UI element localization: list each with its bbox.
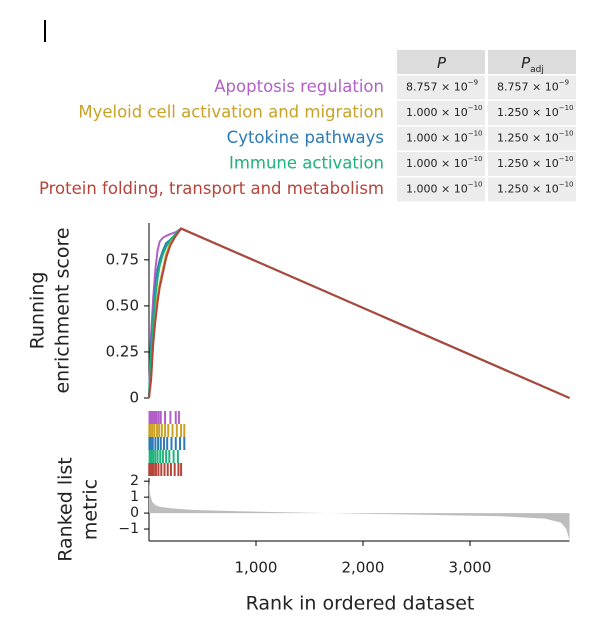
exponent: −10 (468, 104, 483, 112)
header-main: P (521, 54, 531, 72)
y-tick-label: 0 (130, 505, 139, 521)
mantissa: 1.250 × 10 (497, 106, 559, 119)
table-value: 1.250 × 10−10 (497, 104, 573, 119)
x-tick-label: 2,000 (342, 559, 385, 577)
table-cell (397, 50, 485, 74)
table-cell (488, 50, 576, 74)
mantissa: 1.000 × 10 (406, 106, 468, 119)
x-tick-label: 1,000 (235, 559, 278, 577)
table-value: 8.757 × 10−9 (406, 79, 478, 94)
table-value: 1.000 × 10−10 (406, 155, 482, 170)
y-tick-label: 0.75 (106, 250, 139, 268)
table-cell (397, 101, 485, 125)
row-label: Apoptosis regulation (214, 77, 384, 96)
exponent: −10 (559, 181, 574, 189)
table-cell (397, 75, 485, 100)
table-value: 1.250 × 10−10 (497, 130, 573, 145)
mantissa: 8.757 × 10 (497, 81, 559, 94)
y-axis-label: metric (80, 479, 102, 540)
exponent: −10 (559, 104, 574, 112)
exponent: −9 (559, 79, 569, 87)
y-tick-label: 0.50 (106, 296, 139, 314)
row-label: Immune activation (229, 154, 384, 173)
mantissa: 1.000 × 10 (406, 157, 468, 170)
exponent: −10 (559, 155, 574, 163)
table-cell (488, 152, 576, 176)
x-tick-label: 3,000 (449, 559, 492, 577)
table-value: 1.000 × 10−10 (406, 130, 482, 145)
table-cell (488, 177, 576, 202)
table-value: 1.000 × 10−10 (406, 104, 482, 119)
y-axis-label: Ranked list (55, 457, 77, 562)
mantissa: 1.250 × 10 (497, 157, 559, 170)
mantissa: 1.000 × 10 (406, 132, 468, 145)
y-tick-label: 2 (130, 473, 139, 489)
y-tick-label: 0.25 (106, 342, 139, 360)
enrichment-line (148, 227, 570, 399)
table-value: 1.000 × 10−10 (406, 181, 482, 196)
exponent: −10 (468, 155, 483, 163)
enrichment-line (148, 227, 570, 399)
mantissa: 1.250 × 10 (497, 183, 559, 196)
table-value: 1.250 × 10−10 (497, 181, 573, 196)
y-axis-label: enrichment score (52, 227, 74, 393)
y-tick-label: −1 (118, 521, 139, 537)
table-value: 8.757 × 10−9 (497, 79, 569, 94)
header-main: P (437, 54, 447, 72)
mantissa: 8.757 × 10 (406, 81, 468, 94)
table-header: Padj (521, 54, 544, 75)
table-cell (488, 101, 576, 125)
header-sub: adj (530, 65, 544, 75)
table-cell (397, 126, 485, 151)
enrichment-line (148, 227, 570, 399)
exponent: −9 (468, 79, 478, 87)
table-cell (397, 177, 485, 202)
table-cell (488, 126, 576, 151)
row-label: Cytokine pathways (227, 128, 384, 147)
exponent: −10 (468, 181, 483, 189)
mantissa: 1.000 × 10 (406, 183, 468, 196)
exponent: −10 (559, 130, 574, 138)
table-cell (397, 152, 485, 176)
exponent: −10 (468, 130, 483, 138)
row-label: Myeloid cell activation and migration (78, 103, 384, 122)
x-axis-label: Rank in ordered dataset (246, 593, 475, 615)
y-tick-label: 0 (129, 389, 139, 407)
y-tick-label: 1 (130, 489, 139, 505)
table-value: 1.250 × 10−10 (497, 155, 573, 170)
table-cell (488, 75, 576, 100)
table-header: P (437, 54, 447, 72)
ranked-metric-area (149, 481, 570, 541)
enrichment-line (148, 227, 570, 399)
mantissa: 1.250 × 10 (497, 132, 559, 145)
row-label: Protein folding, transport and metabolis… (39, 179, 384, 198)
y-axis-label: Running (27, 272, 49, 350)
enrichment-line (148, 227, 570, 399)
